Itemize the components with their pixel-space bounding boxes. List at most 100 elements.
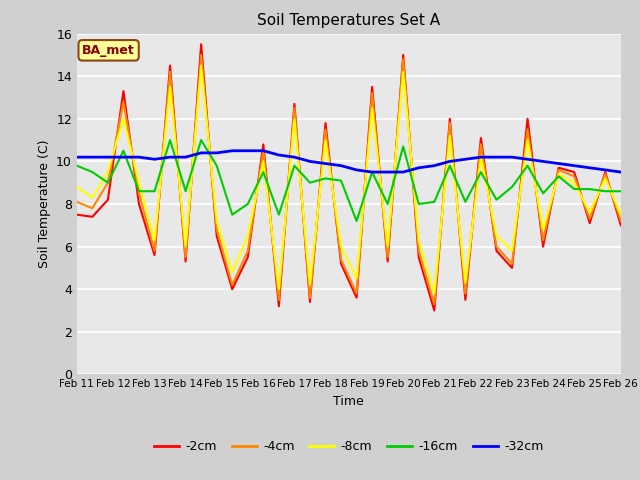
- -16cm: [197, 137, 205, 143]
- -8cm: [275, 286, 283, 292]
- -4cm: [353, 290, 360, 296]
- -4cm: [399, 56, 407, 62]
- -16cm: [228, 212, 236, 217]
- -16cm: [431, 199, 438, 205]
- -32cm: [259, 148, 267, 154]
- -4cm: [555, 167, 563, 173]
- -8cm: [477, 154, 484, 160]
- -32cm: [291, 154, 298, 160]
- -2cm: [120, 88, 127, 94]
- -2cm: [197, 41, 205, 47]
- -2cm: [368, 84, 376, 90]
- -2cm: [586, 220, 593, 226]
- -8cm: [322, 137, 330, 143]
- -2cm: [291, 101, 298, 107]
- -16cm: [244, 201, 252, 207]
- -4cm: [150, 248, 158, 254]
- -32cm: [88, 154, 96, 160]
- -16cm: [415, 201, 422, 207]
- -8cm: [135, 180, 143, 186]
- -8cm: [524, 137, 531, 143]
- -4cm: [120, 99, 127, 105]
- -32cm: [461, 156, 469, 162]
- -8cm: [306, 282, 314, 288]
- -2cm: [446, 116, 454, 121]
- Line: -16cm: -16cm: [77, 140, 621, 221]
- -32cm: [275, 152, 283, 158]
- -2cm: [213, 233, 221, 239]
- -32cm: [213, 150, 221, 156]
- -16cm: [493, 197, 500, 203]
- -2cm: [493, 248, 500, 254]
- -16cm: [150, 188, 158, 194]
- -16cm: [461, 199, 469, 205]
- -2cm: [540, 244, 547, 250]
- -2cm: [353, 295, 360, 300]
- -4cm: [524, 127, 531, 132]
- -4cm: [415, 248, 422, 254]
- -4cm: [104, 180, 112, 186]
- Legend: -2cm, -4cm, -8cm, -16cm, -32cm: -2cm, -4cm, -8cm, -16cm, -32cm: [149, 435, 548, 458]
- -2cm: [166, 63, 174, 69]
- -2cm: [259, 142, 267, 147]
- -2cm: [150, 252, 158, 258]
- Text: BA_met: BA_met: [82, 44, 135, 57]
- -4cm: [166, 69, 174, 75]
- -16cm: [73, 163, 81, 168]
- -32cm: [446, 158, 454, 164]
- -32cm: [602, 167, 609, 173]
- -16cm: [135, 188, 143, 194]
- -16cm: [555, 173, 563, 179]
- -2cm: [570, 169, 578, 175]
- -4cm: [213, 227, 221, 232]
- -16cm: [384, 201, 392, 207]
- -32cm: [368, 169, 376, 175]
- -32cm: [570, 163, 578, 168]
- -32cm: [586, 165, 593, 171]
- -4cm: [617, 218, 625, 224]
- -4cm: [508, 261, 516, 266]
- Line: -8cm: -8cm: [77, 66, 621, 293]
- -4cm: [368, 90, 376, 96]
- -8cm: [555, 171, 563, 177]
- Line: -32cm: -32cm: [77, 151, 621, 172]
- -2cm: [602, 169, 609, 175]
- -4cm: [306, 295, 314, 300]
- -8cm: [88, 195, 96, 201]
- -32cm: [166, 154, 174, 160]
- -32cm: [384, 169, 392, 175]
- -4cm: [291, 105, 298, 111]
- Line: -2cm: -2cm: [77, 44, 621, 311]
- -8cm: [431, 290, 438, 296]
- -4cm: [259, 148, 267, 154]
- -32cm: [120, 154, 127, 160]
- -32cm: [337, 163, 345, 168]
- -8cm: [446, 133, 454, 139]
- -8cm: [166, 84, 174, 90]
- -32cm: [182, 154, 189, 160]
- -8cm: [399, 69, 407, 75]
- -16cm: [120, 148, 127, 154]
- -2cm: [555, 165, 563, 171]
- -8cm: [617, 212, 625, 217]
- -2cm: [399, 52, 407, 58]
- -32cm: [555, 161, 563, 167]
- -2cm: [508, 265, 516, 271]
- -2cm: [617, 222, 625, 228]
- -2cm: [337, 261, 345, 266]
- -32cm: [306, 158, 314, 164]
- -8cm: [540, 227, 547, 232]
- -32cm: [244, 148, 252, 154]
- -32cm: [104, 154, 112, 160]
- -32cm: [399, 169, 407, 175]
- -2cm: [182, 259, 189, 264]
- -32cm: [322, 161, 330, 167]
- -4cm: [493, 244, 500, 250]
- -8cm: [182, 244, 189, 250]
- -16cm: [88, 169, 96, 175]
- -32cm: [197, 150, 205, 156]
- -4cm: [570, 173, 578, 179]
- -16cm: [213, 163, 221, 168]
- -32cm: [617, 169, 625, 175]
- -16cm: [322, 176, 330, 181]
